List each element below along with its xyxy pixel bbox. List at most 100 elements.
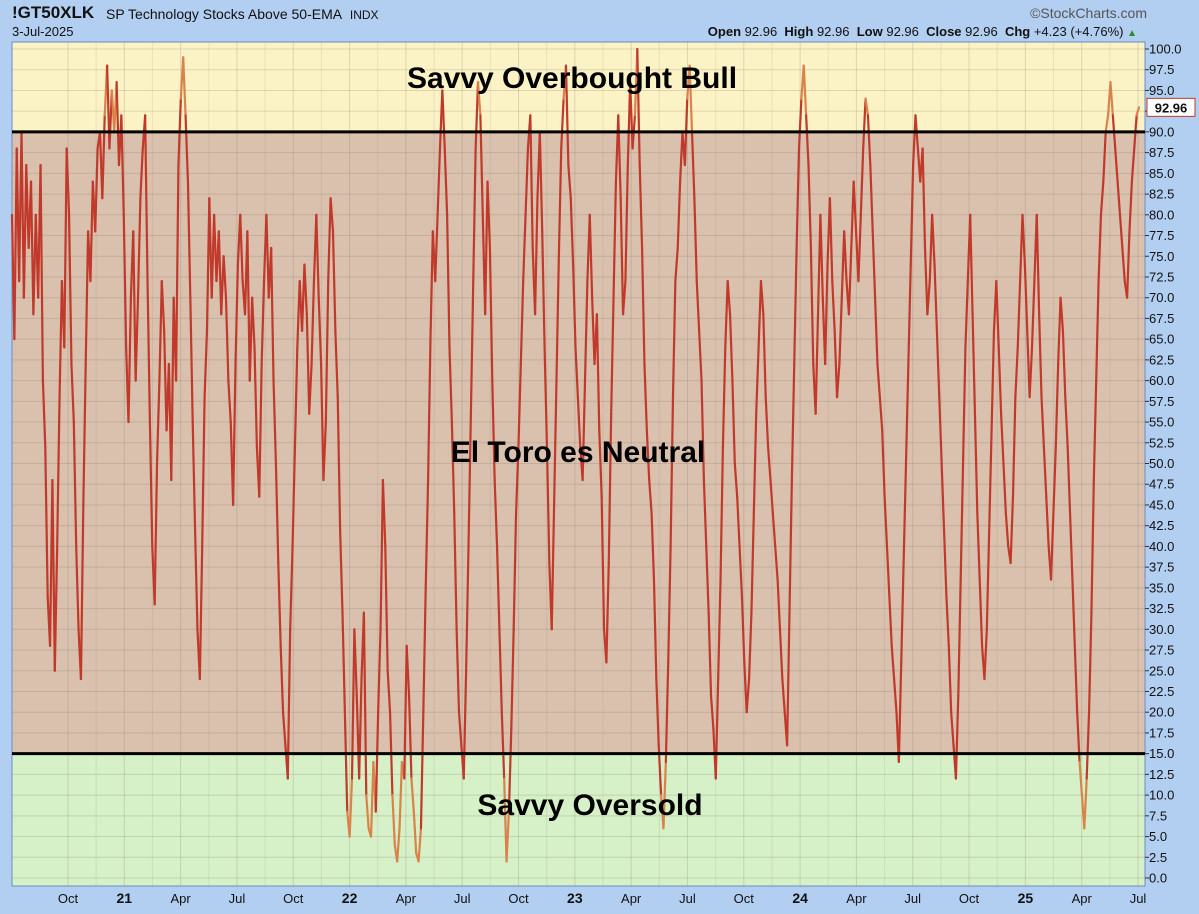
overbought-zone <box>12 42 1145 132</box>
series-segment <box>182 56 187 117</box>
series-segment <box>89 180 94 283</box>
series-segment <box>510 628 515 730</box>
series-segment <box>310 280 316 366</box>
series-segment <box>802 64 808 117</box>
series-segment <box>358 677 363 780</box>
y-tick-label: 47.5 <box>1149 477 1174 492</box>
series-segment <box>384 545 389 672</box>
chg-up-icon: ▲ <box>1127 28 1137 39</box>
series-segment <box>752 412 758 515</box>
y-tick-label: 55.0 <box>1149 415 1174 430</box>
y-tick-label: 95.0 <box>1149 83 1174 98</box>
series-segment <box>339 528 344 614</box>
series-segment <box>386 669 392 714</box>
x-tick-label: Apr <box>621 891 642 906</box>
series-segment <box>258 362 263 498</box>
series-segment <box>63 147 68 349</box>
series-segment <box>555 255 560 382</box>
zone-label-overbought: Savvy Overbought Bull <box>407 62 737 95</box>
series-segment <box>738 545 744 598</box>
series-segment <box>805 114 810 167</box>
y-tick-label: 17.5 <box>1149 725 1174 740</box>
y-tick-label: 37.5 <box>1149 560 1174 575</box>
x-tick-label: Jul <box>454 891 471 906</box>
series-segment <box>831 280 836 332</box>
series-segment <box>945 595 950 647</box>
series-segment <box>94 147 99 233</box>
series-segment <box>514 445 520 515</box>
series-segment <box>617 114 622 200</box>
series-segment <box>448 346 453 424</box>
series-segment <box>688 64 694 133</box>
series-segment <box>774 545 779 581</box>
series-segment <box>419 711 425 830</box>
series-segment <box>902 462 908 565</box>
series-segment <box>1092 379 1098 482</box>
series-segment <box>410 777 415 813</box>
series-segment <box>44 445 49 598</box>
series-segment <box>876 362 881 399</box>
series-segment <box>498 628 503 714</box>
series-segment <box>957 578 962 697</box>
series-segment <box>348 777 354 838</box>
series-segment <box>990 329 996 432</box>
series-segment <box>224 296 230 382</box>
series-segment <box>881 429 886 498</box>
zone-label-oversold: Savvy Oversold <box>477 789 702 822</box>
series-segment <box>507 727 513 813</box>
series-segment <box>645 429 651 482</box>
series-segment <box>671 280 677 399</box>
series-segment <box>776 578 782 631</box>
series-segment <box>581 379 587 482</box>
series-segment <box>234 263 239 366</box>
series-segment <box>327 197 332 283</box>
series-segment <box>833 329 839 399</box>
y-tick-label: 60.0 <box>1149 373 1174 388</box>
series-segment <box>222 255 228 299</box>
y-tick-label: 62.5 <box>1149 352 1174 367</box>
series-segment <box>291 445 297 548</box>
series-segment <box>648 478 653 515</box>
series-segment <box>1040 396 1045 449</box>
series-segment <box>67 213 73 366</box>
date-label: 3-Jul-2025 <box>12 24 74 39</box>
series-segment <box>377 628 382 714</box>
series-segment <box>719 445 725 581</box>
series-segment <box>862 97 867 150</box>
series-segment <box>56 396 61 548</box>
series-segment <box>272 379 278 465</box>
y-tick-label: 87.5 <box>1149 145 1174 160</box>
series-segment <box>1002 462 1007 515</box>
series-segment <box>564 64 570 167</box>
series-segment <box>441 89 446 150</box>
low-value: 92.96 <box>886 24 919 39</box>
series-segment <box>1045 495 1050 548</box>
series-segment <box>814 313 820 415</box>
series-segment <box>693 197 698 283</box>
y-tick-label: 77.5 <box>1149 228 1174 243</box>
series-segment <box>553 379 558 507</box>
series-segment <box>322 420 327 482</box>
series-segment <box>1078 760 1084 797</box>
series-segment <box>940 462 946 531</box>
series-segment <box>374 711 380 813</box>
series-segment <box>605 561 610 664</box>
open-label: Open <box>707 24 742 39</box>
series-name: SP Technology Stocks Above 50-EMA INDX <box>106 6 379 22</box>
series-segment <box>1102 130 1107 183</box>
series-segment <box>702 478 708 548</box>
series-segment <box>84 230 90 366</box>
series-segment <box>443 147 449 216</box>
series-segment <box>726 280 732 316</box>
series-segment <box>484 180 489 316</box>
series-segment <box>315 213 320 299</box>
series-segment <box>412 810 418 855</box>
series-segment <box>907 263 912 366</box>
series-segment <box>334 329 339 399</box>
series-segment <box>888 595 893 647</box>
series-segment <box>1114 147 1119 183</box>
series-segment <box>407 694 413 780</box>
series-segment <box>745 677 751 714</box>
y-tick-label: 15.0 <box>1149 746 1174 761</box>
series-segment <box>714 677 720 780</box>
